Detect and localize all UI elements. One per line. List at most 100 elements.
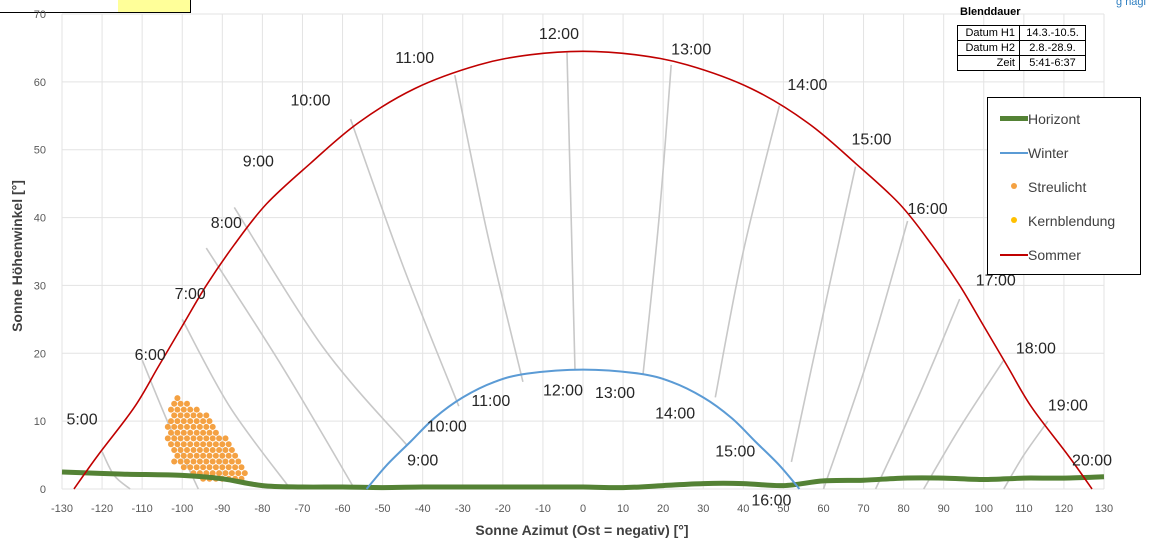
x-tick-label: -50 (375, 503, 391, 515)
x-tick-labels: -130 -120 -110 -100 -90 -80 -70 -60 -50 -40 -30 -20… (51, 503, 1113, 515)
y-tick-labels: 0 10 20 30 40 50 60 70 (34, 9, 46, 496)
streulicht-point (196, 423, 203, 430)
streulicht-point (225, 452, 232, 459)
streulicht-point (209, 470, 216, 477)
streulicht-point (187, 464, 194, 471)
streulicht-point (203, 412, 210, 419)
streulicht-point (171, 412, 178, 419)
legend-winter-swatch (1000, 152, 1028, 154)
x-axis-title: Sonne Azimut (Ost = negativ) [°] (475, 522, 688, 538)
legend-item-streulicht: Streulicht (988, 177, 1140, 197)
x-tick-label: -120 (91, 503, 113, 515)
streulicht-point (203, 458, 210, 465)
x-tick-label: -30 (455, 503, 471, 515)
time-label-sommer: 20:00 (1072, 452, 1112, 469)
curves (61, 50, 1105, 491)
hour-line (1003, 420, 1049, 490)
streulicht-point (174, 441, 181, 448)
streulicht-point (200, 429, 207, 436)
legend-kernblendung-swatch (1011, 217, 1017, 223)
x-tick-label: -70 (295, 503, 311, 515)
legend-sommer-swatch (1000, 254, 1028, 256)
legend-horizont-swatch (1000, 116, 1028, 121)
streulicht-point (209, 447, 216, 453)
streulicht-point (228, 470, 235, 477)
x-tick-label: 20 (657, 503, 669, 515)
time-label-sommer: 5:00 (66, 412, 97, 429)
streulicht-point (225, 464, 232, 471)
x-tick-label: -80 (254, 503, 270, 515)
x-tick-label: 30 (697, 503, 709, 515)
streulicht-point (193, 429, 200, 436)
streulicht-point (190, 458, 197, 465)
streulicht-point (180, 406, 187, 413)
streulicht-point (206, 464, 213, 471)
blenddauer-row: Datum H2 2.8.-28.9. (957, 40, 1086, 56)
time-label-sommer: 16:00 (908, 201, 948, 218)
streulicht-point (190, 412, 197, 419)
streulicht-point (177, 400, 184, 407)
hour-line (642, 64, 672, 374)
blenddauer-key: Zeit (957, 55, 1020, 71)
x-tick-label: 130 (1095, 503, 1113, 515)
streulicht-point (219, 452, 226, 459)
streulicht-point (177, 458, 184, 465)
streulicht-point (232, 452, 239, 459)
header-link-text[interactable]: g nagl (1116, 0, 1146, 8)
streulicht-point (184, 435, 190, 442)
x-tick-label: -10 (535, 503, 551, 515)
streulicht-point (168, 441, 174, 448)
chart-legend: Horizont Winter Streulicht Kernblendung … (987, 97, 1141, 275)
streulicht-point (168, 429, 174, 436)
horizont-line (61, 469, 1105, 491)
x-tick-label: 50 (777, 503, 789, 515)
time-label-sommer: 8:00 (211, 215, 242, 232)
time-label-winter: 10:00 (427, 418, 467, 435)
time-label-sommer: 6:00 (135, 347, 166, 364)
hour-line (923, 359, 1005, 490)
streulicht-point (177, 412, 184, 419)
legend-streulicht-swatch (1011, 183, 1017, 189)
streulicht-point (190, 435, 197, 442)
time-label-winter: 12:00 (543, 382, 583, 399)
blenddauer-row: Zeit 5:41-6:37 (957, 55, 1086, 71)
time-label-winter: 15:00 (715, 443, 755, 460)
hour-line (454, 74, 524, 382)
streulicht-points (164, 395, 248, 482)
y-tick-label: 30 (34, 280, 46, 292)
vertical-gridlines (61, 14, 1105, 489)
streulicht-point (187, 418, 194, 425)
time-label-sommer: 13:00 (671, 42, 711, 59)
streulicht-point (209, 435, 216, 442)
streulicht-point (206, 418, 213, 425)
time-label-winter: 9:00 (407, 452, 438, 469)
streulicht-point (219, 441, 226, 448)
x-tick-label: 40 (737, 503, 749, 515)
hour-line (233, 206, 408, 446)
blenddauer-key: Datum H1 (957, 25, 1020, 41)
hour-line (349, 118, 460, 407)
x-tick-label: 10 (617, 503, 629, 515)
streulicht-point (193, 406, 200, 413)
x-tick-label: 0 (580, 503, 586, 515)
hour-line (714, 105, 781, 398)
streulicht-point (171, 435, 178, 442)
y-tick-label: 10 (34, 416, 46, 428)
time-label-sommer: 7:00 (175, 286, 206, 303)
streulicht-point (193, 464, 200, 471)
time-label-sommer: 14:00 (787, 77, 827, 94)
hour-line (181, 319, 292, 490)
streulicht-point (187, 406, 194, 413)
legend-item-winter: Winter (988, 143, 1140, 163)
hour-line (822, 220, 909, 490)
streulicht-point (216, 470, 223, 477)
streulicht-point (187, 429, 194, 436)
time-label-sommer: 18:00 (1016, 340, 1056, 357)
streulicht-point (196, 435, 203, 442)
streulicht-point (235, 458, 242, 465)
streulicht-point (200, 441, 207, 448)
streulicht-point (222, 435, 229, 442)
streulicht-point (238, 464, 245, 471)
blenddauer-title: Blenddauer (960, 6, 1021, 18)
